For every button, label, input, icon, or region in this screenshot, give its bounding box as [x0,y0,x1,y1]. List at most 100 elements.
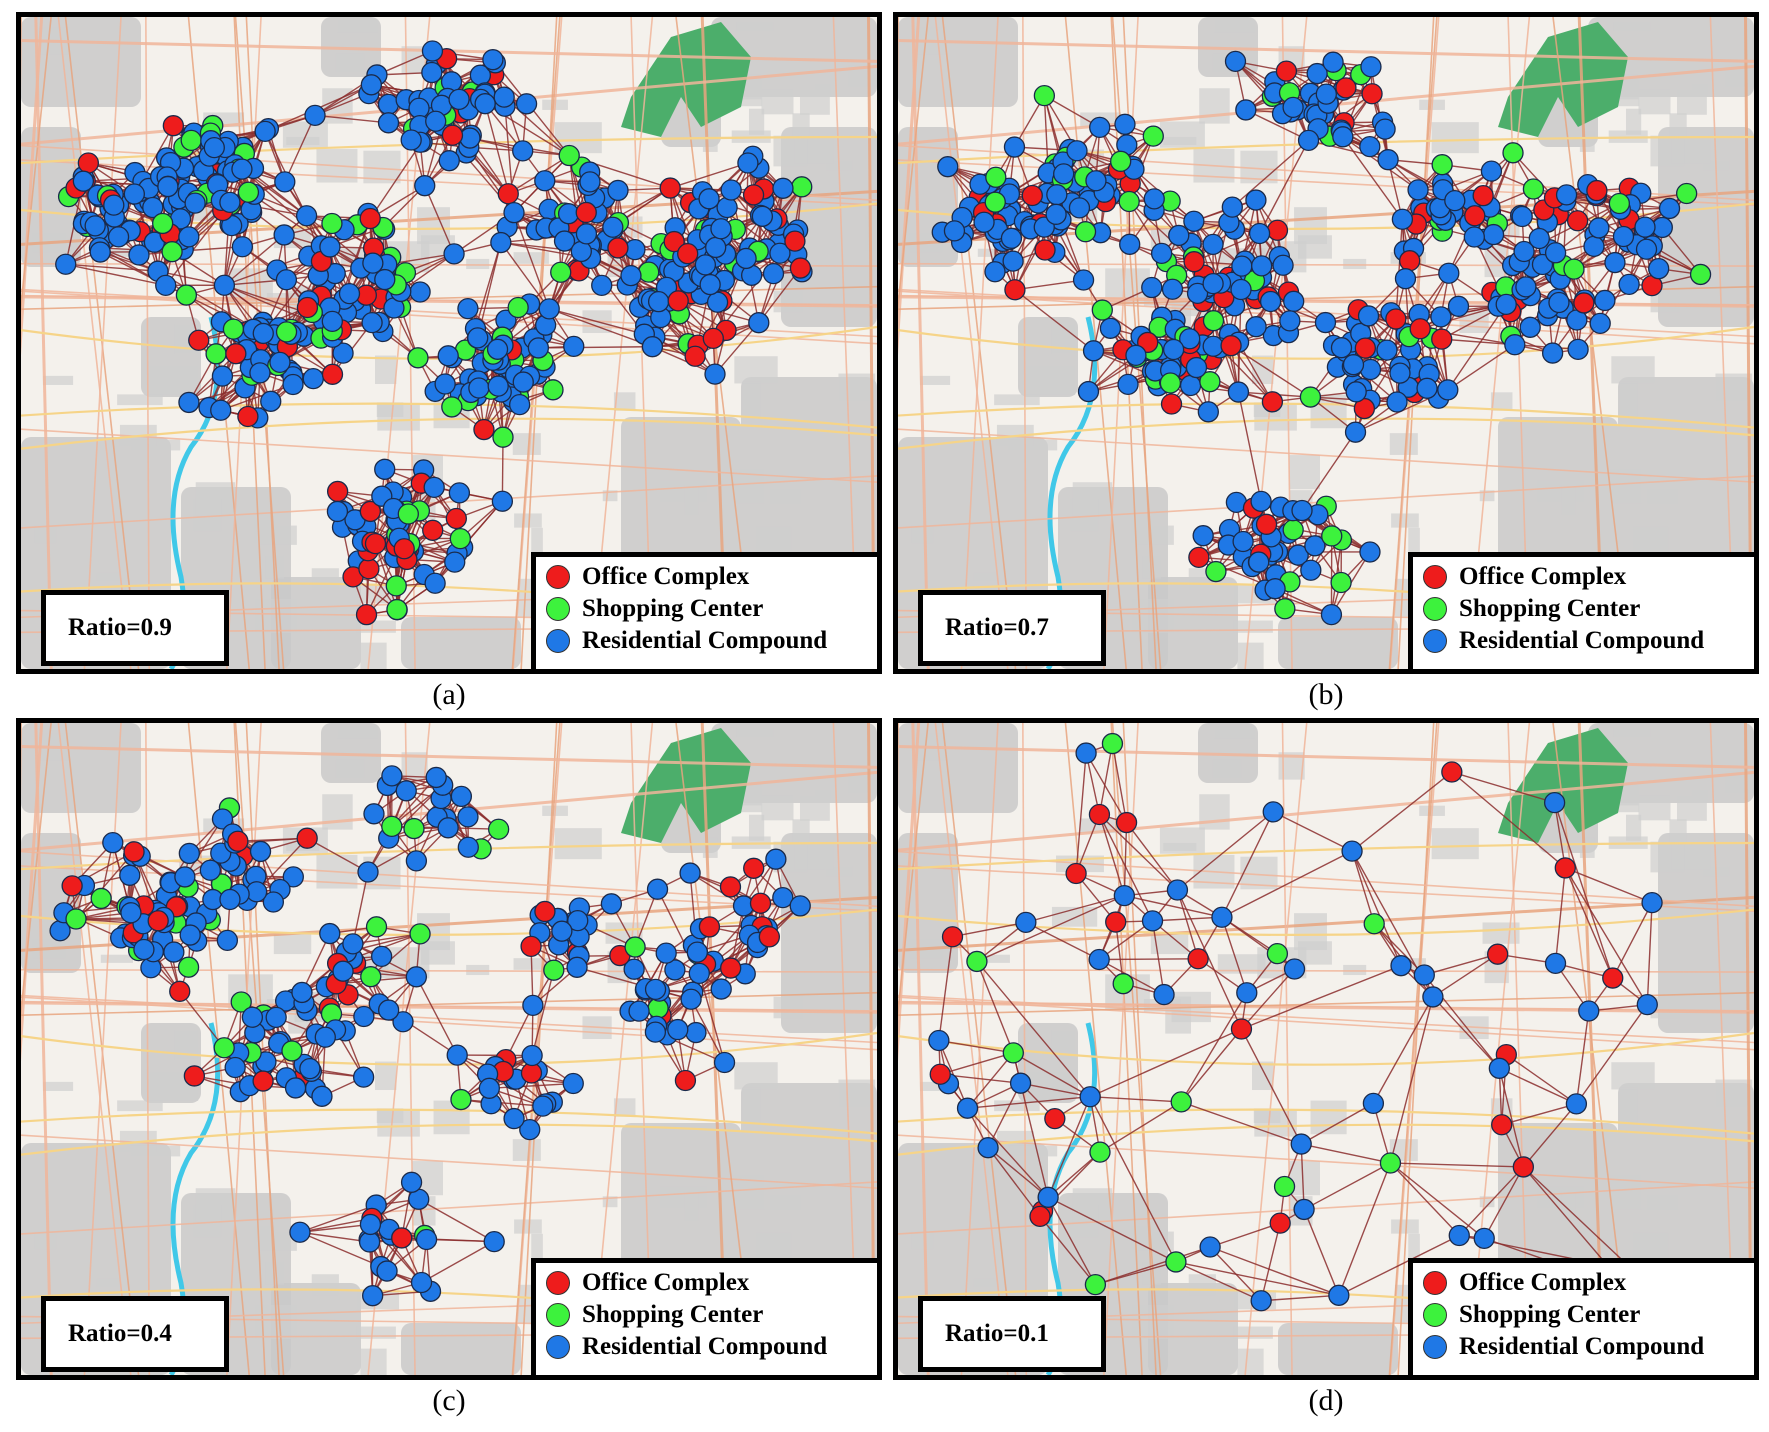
legend-a: Office Complex Shopping Center Residenti… [531,552,877,669]
building [1007,439,1058,451]
residential-node [706,291,729,313]
residential-node [553,230,576,252]
residential-node [698,188,720,210]
building [282,121,328,148]
residential-node [260,390,282,412]
building [973,572,997,582]
office-node [296,296,319,319]
residential-node [304,104,326,127]
residential-node [409,281,431,303]
residential-node [338,282,361,305]
residential-node [274,171,296,193]
residential-node [515,93,538,115]
network-edge [549,308,645,335]
building [702,131,718,152]
building [311,568,339,590]
building [1613,21,1651,32]
building [792,113,810,139]
residential-node [231,236,254,258]
office-node [364,532,387,555]
residential-node [716,196,738,219]
road [57,17,132,669]
building [1619,381,1638,417]
building [117,394,163,406]
shopping-node [542,379,564,401]
road [898,17,929,313]
building [1025,365,1076,395]
residential-node [211,365,234,387]
residential-node [735,247,757,270]
building [1479,490,1495,502]
network-edge [548,308,653,348]
office-node [355,604,378,626]
building [1579,131,1595,152]
building [42,375,74,385]
network-edge [223,215,308,286]
office-node [445,507,467,530]
building [1408,527,1420,559]
residential-node [493,86,515,108]
residential-node [326,500,349,523]
office-node [677,243,699,265]
residential-node [769,242,791,264]
building-block [1658,127,1754,327]
building [466,258,490,270]
residential-node [72,170,95,192]
building [1611,356,1655,384]
residential-node [557,203,580,225]
building [148,365,199,395]
building [977,248,1010,257]
office-node [667,290,689,312]
building-block [1278,617,1398,669]
building [659,480,708,503]
residential-node [319,236,341,258]
node-layer [55,40,813,626]
building [1431,122,1479,154]
building [815,83,832,96]
building [1650,135,1685,167]
residential-node [509,393,531,416]
residential-node [84,215,106,237]
residential-node [178,226,200,248]
building-block [401,617,521,669]
residential-node [273,224,295,246]
office-node [497,183,519,205]
residential-node [155,274,177,296]
office-node [321,363,344,385]
office-node [237,405,259,428]
building [1536,480,1585,503]
legend-item-shopping: Shopping Center [546,593,871,625]
residential-node [414,175,436,197]
residential-node [443,243,465,265]
shopping-node [397,503,419,525]
legend-residential-label: Residential Compound [582,627,828,654]
building [1669,113,1687,139]
office-node [188,329,210,351]
residential-node [534,170,556,192]
shopping-node [407,347,429,369]
building [1159,121,1205,148]
residential-node [538,298,560,320]
residential-node [434,373,456,395]
building [871,449,877,473]
residential-node [487,375,509,397]
building [994,394,1040,406]
road [898,17,921,356]
building [1650,290,1681,313]
network-edge [424,185,455,255]
office-node [225,343,247,365]
residential-node [591,274,613,297]
network-edge [314,114,389,124]
network-edge [669,162,749,189]
building [838,373,876,402]
building [360,642,387,669]
office-node [441,124,464,146]
building [1298,235,1332,259]
shopping-node [152,212,174,235]
building [1251,355,1274,385]
residential-node [374,268,396,291]
residential-node [184,192,206,214]
shopping-node [386,598,408,621]
building [130,439,181,451]
residential-node [231,158,253,180]
